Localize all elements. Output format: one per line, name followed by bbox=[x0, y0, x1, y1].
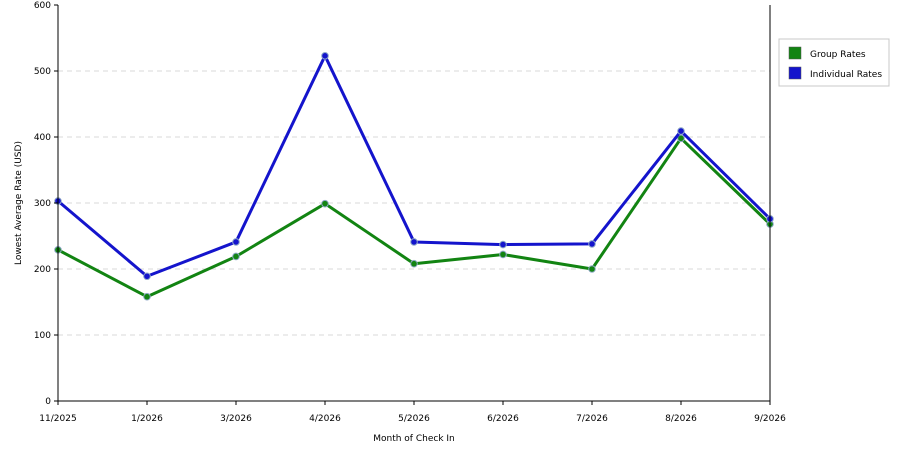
y-tick-label: 0 bbox=[45, 397, 51, 407]
x-tick-label: 4/2026 bbox=[309, 414, 341, 424]
y-tick-label: 600 bbox=[34, 1, 51, 11]
data-point bbox=[499, 250, 507, 259]
data-point bbox=[232, 252, 240, 261]
legend-label: Individual Rates bbox=[810, 70, 882, 80]
gridlines bbox=[58, 70, 770, 336]
x-axis-title: Month of Check In bbox=[373, 434, 455, 444]
data-point bbox=[588, 265, 596, 273]
x-tick-label: 5/2026 bbox=[398, 414, 430, 424]
data-point bbox=[143, 292, 151, 301]
data-point bbox=[588, 240, 596, 248]
data-point bbox=[677, 134, 685, 143]
data-point bbox=[143, 272, 151, 281]
y-tick-label: 200 bbox=[34, 265, 51, 275]
x-tick-label: 11/2025 bbox=[39, 414, 76, 424]
data-point bbox=[499, 240, 507, 249]
legend-swatch bbox=[788, 66, 802, 80]
x-ticks: 11/2025 1/2026 3/2026 4/2026 5/2026 6/2026 7/2… bbox=[39, 401, 786, 424]
x-tick-label: 7/2026 bbox=[576, 414, 608, 424]
y-ticks: 0 100 200 300 400 500 600 bbox=[34, 1, 58, 407]
legend: Group Rates Individual Rates bbox=[778, 38, 890, 87]
data-point bbox=[677, 127, 685, 135]
y-tick-label: 100 bbox=[34, 331, 51, 341]
x-tick-label: 6/2026 bbox=[487, 414, 519, 424]
data-point bbox=[232, 238, 240, 246]
data-point bbox=[321, 199, 329, 208]
data-point bbox=[321, 52, 329, 60]
series-lines bbox=[54, 52, 774, 301]
x-tick-label: 3/2026 bbox=[220, 414, 252, 424]
y-tick-label: 500 bbox=[34, 67, 51, 77]
data-point bbox=[410, 259, 418, 268]
legend-swatch bbox=[788, 46, 802, 60]
legend-label: Group Rates bbox=[810, 50, 866, 60]
x-tick-label: 9/2026 bbox=[754, 414, 786, 424]
x-tick-label: 1/2026 bbox=[131, 414, 163, 424]
y-axis-title: Lowest Average Rate (USD) bbox=[14, 141, 24, 265]
data-point bbox=[410, 238, 418, 246]
y-tick-label: 400 bbox=[34, 133, 51, 143]
series-line-0 bbox=[57, 136, 772, 299]
x-tick-label: 8/2026 bbox=[665, 414, 697, 424]
y-tick-label: 300 bbox=[34, 199, 51, 209]
